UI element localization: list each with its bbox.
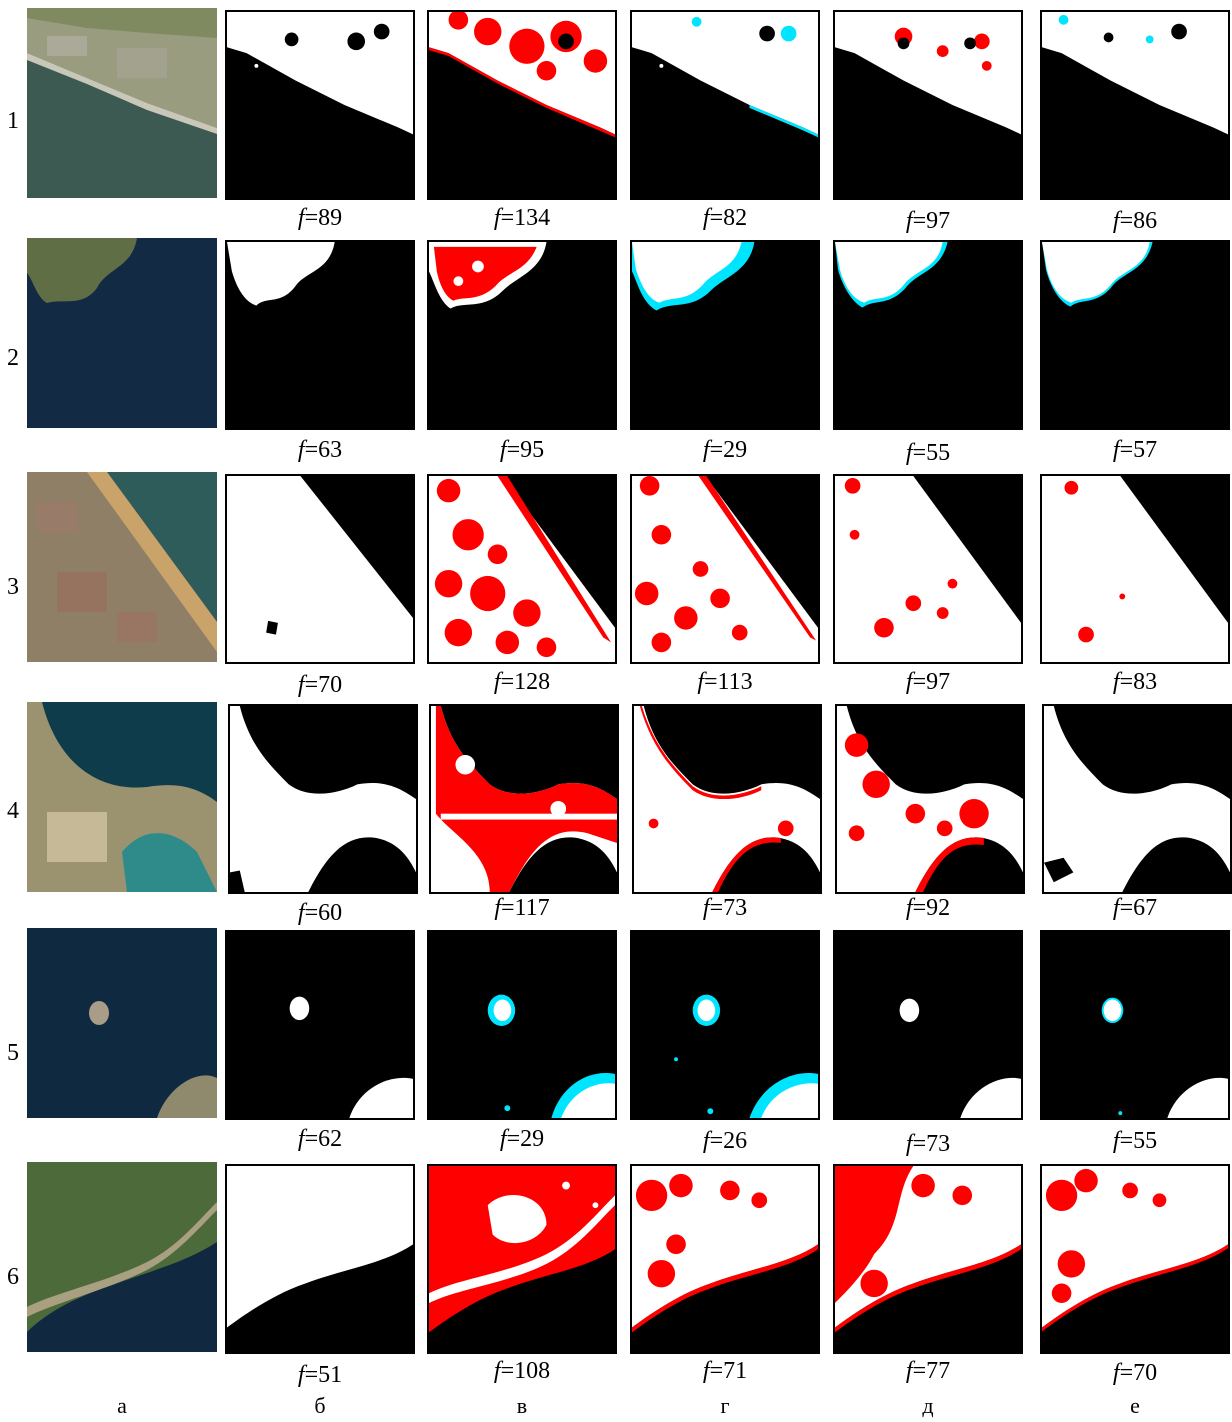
mask-row5-d (833, 930, 1023, 1120)
col-label-e: е (1130, 1393, 1140, 1418)
f-label-row5-v: f=29 (499, 1126, 545, 1152)
f-label-row6-v: f=108 (493, 1358, 551, 1384)
mask-row6-b (225, 1164, 415, 1354)
f-label-row4-e: f=67 (1112, 895, 1158, 921)
mask-row1-g (630, 10, 820, 200)
row-label-3: 3 (7, 574, 19, 600)
f-label-row1-v: f=134 (493, 205, 551, 231)
f-label-row2-d: f=55 (905, 440, 951, 466)
mask-row6-v (427, 1164, 617, 1354)
f-label-row4-d: f=92 (905, 895, 951, 921)
f-label-row1-e: f=86 (1112, 208, 1158, 234)
row-label-1: 1 (7, 108, 19, 134)
f-label-row2-e: f=57 (1112, 437, 1158, 463)
mask-row5-e (1040, 930, 1230, 1120)
mask-row6-e (1040, 1164, 1230, 1354)
mask-row1-b (225, 10, 415, 200)
mask-row2-v (427, 240, 617, 430)
f-label-row6-g: f=71 (702, 1358, 748, 1384)
mask-row3-g (630, 474, 820, 664)
f-label-row3-g: f=113 (697, 669, 753, 695)
col-label-b: б (314, 1393, 326, 1418)
mask-row2-b (225, 240, 415, 430)
mask-row4-v (429, 704, 619, 894)
mask-row3-b (225, 474, 415, 664)
satellite-image-row2 (27, 238, 217, 428)
col-label-g: г (720, 1393, 730, 1418)
f-label-row1-b: f=89 (297, 205, 343, 231)
mask-row1-v (427, 10, 617, 200)
row-label-2: 2 (7, 345, 19, 371)
f-label-row3-b: f=70 (297, 672, 343, 698)
mask-row1-d (833, 10, 1023, 200)
mask-row2-d (833, 240, 1023, 430)
f-label-row5-g: f=26 (702, 1128, 748, 1154)
col-label-a: а (117, 1393, 127, 1418)
f-label-row6-d: f=77 (905, 1358, 951, 1384)
mask-row6-d (833, 1164, 1023, 1354)
f-label-row3-e: f=83 (1112, 669, 1158, 695)
row-label-4: 4 (7, 798, 19, 824)
mask-row3-v (427, 474, 617, 664)
f-label-row5-e: f=55 (1112, 1128, 1158, 1154)
row-label-5: 5 (7, 1040, 19, 1066)
f-label-row5-b: f=62 (297, 1126, 343, 1152)
f-label-row3-d: f=97 (905, 669, 951, 695)
mask-row2-g (630, 240, 820, 430)
mask-row3-e (1040, 474, 1230, 664)
f-label-row6-e: f=70 (1112, 1360, 1158, 1386)
row-label-6: 6 (7, 1264, 19, 1290)
satellite-image-row1 (27, 8, 217, 198)
f-label-row6-b: f=51 (297, 1362, 343, 1388)
mask-row4-d (835, 704, 1025, 894)
mask-row5-v (427, 930, 617, 1120)
f-label-row2-g: f=29 (702, 437, 748, 463)
mask-row4-e (1042, 704, 1232, 894)
mask-row4-g (632, 704, 822, 894)
f-label-row4-v: f=117 (494, 895, 550, 921)
satellite-image-row3 (27, 472, 217, 662)
f-label-row1-g: f=82 (702, 205, 748, 231)
f-label-row2-v: f=95 (499, 437, 545, 463)
satellite-image-row5 (27, 928, 217, 1118)
mask-row6-g (630, 1164, 820, 1354)
satellite-image-row6 (27, 1162, 217, 1352)
mask-row1-e (1040, 10, 1230, 200)
mask-row2-e (1040, 240, 1230, 430)
f-label-row2-b: f=63 (297, 437, 343, 463)
mask-row5-g (630, 930, 820, 1120)
f-label-row5-d: f=73 (905, 1131, 951, 1157)
f-label-row1-d: f=97 (905, 208, 951, 234)
mask-row4-b (228, 704, 418, 894)
col-label-v: в (516, 1393, 528, 1418)
mask-row3-d (833, 474, 1023, 664)
f-label-row3-v: f=128 (493, 669, 551, 695)
f-label-row4-b: f=60 (297, 900, 343, 926)
col-label-d: д (922, 1393, 934, 1418)
satellite-image-row4 (27, 702, 217, 892)
mask-row5-b (225, 930, 415, 1120)
f-label-row4-g: f=73 (702, 895, 748, 921)
